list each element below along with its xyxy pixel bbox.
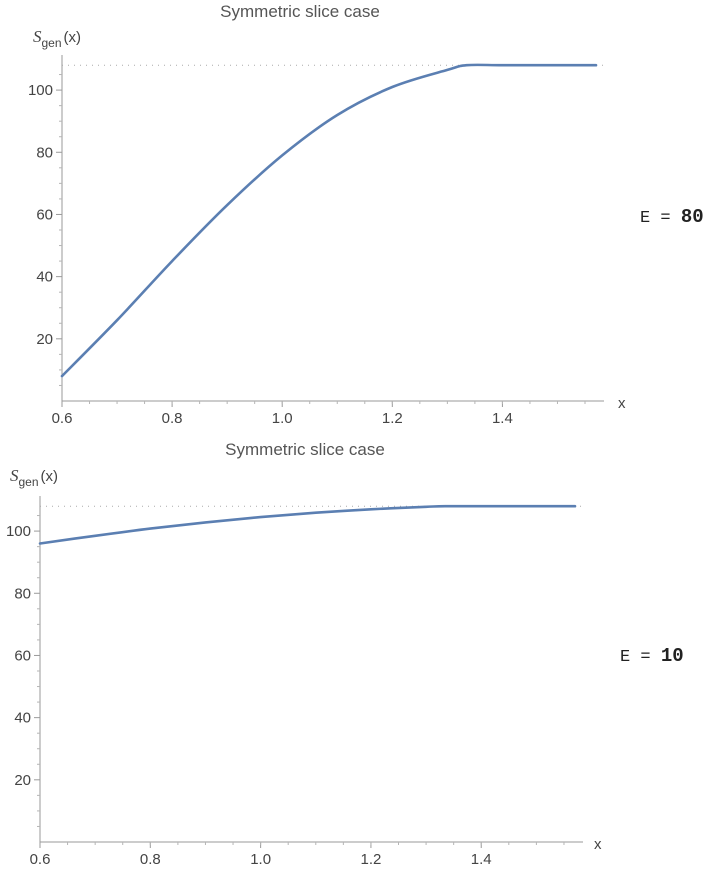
x-tick-label: 0.8: [162, 410, 183, 427]
y-tick-label: 40: [14, 710, 31, 727]
y-tick-label: 60: [14, 647, 31, 664]
x-tick-label: 1.4: [471, 851, 492, 868]
y-tick-label: 80: [14, 585, 31, 602]
x-tick-label: 1.2: [382, 410, 403, 427]
energy-label: E = 80: [640, 206, 704, 228]
series-line: [38, 504, 577, 545]
x-tick-label: 1.2: [360, 851, 381, 868]
y-axis-label: Sgen (x): [10, 466, 58, 489]
y-tick-label: 20: [14, 772, 31, 789]
x-tick-label: 1.0: [250, 851, 271, 868]
y-tick-label: 60: [36, 206, 53, 223]
x-tick-label: 0.8: [140, 851, 161, 868]
y-tick-label: 100: [28, 82, 53, 99]
x-tick-label: 1.0: [272, 410, 293, 427]
x-axis-label: x: [618, 395, 626, 412]
x-tick-label: 0.6: [52, 410, 73, 427]
energy-label: E = 10: [620, 645, 684, 667]
chart-panel-1: Symmetric slice case Sgen (x) x 0.6 0.8 1.0 1.2…: [28, 2, 704, 427]
chart-title: Symmetric slice case: [225, 440, 385, 459]
chart-panel-2: Symmetric slice case Sgen (x) x 0.6 0.8 1.0 1.2…: [6, 440, 684, 868]
chart-title: Symmetric slice case: [220, 2, 380, 21]
y-tick-label: 100: [6, 523, 31, 540]
y-tick-label: 20: [36, 331, 53, 348]
y-tick-label: 80: [36, 144, 53, 161]
x-axis-label: x: [594, 836, 602, 853]
y-axis-label: Sgen (x): [33, 27, 81, 50]
x-tick-label: 1.4: [492, 410, 513, 427]
x-tick-label: 0.6: [30, 851, 51, 868]
y-tick-label: 40: [36, 269, 53, 286]
series-line: [60, 63, 598, 378]
